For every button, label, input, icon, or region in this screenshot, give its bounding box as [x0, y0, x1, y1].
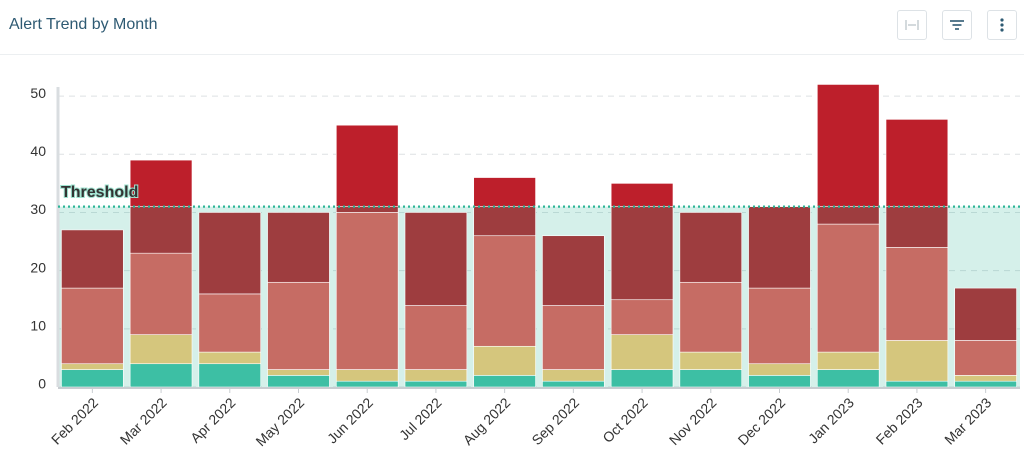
y-tick-label: 40 — [30, 143, 46, 159]
bar-segment — [610, 369, 674, 388]
bar-segment — [267, 375, 330, 388]
y-tick-label: 10 — [30, 318, 46, 334]
bar-segment — [129, 252, 193, 335]
bar-segment — [404, 369, 468, 382]
bar-segment — [954, 380, 1017, 388]
bar-segment — [816, 84, 880, 207]
bar-segment — [816, 351, 880, 370]
bar-segment — [473, 177, 536, 207]
bar-segment — [748, 287, 811, 365]
bar-segment — [473, 345, 536, 376]
bar-segment — [542, 305, 605, 370]
bar-segment — [885, 206, 949, 248]
bar-segment — [61, 229, 124, 289]
x-tick-label: Feb 2022 — [48, 394, 101, 447]
bar-segment — [129, 159, 193, 207]
bar-segment — [404, 305, 468, 370]
bar-segment — [61, 363, 124, 370]
x-tick-label: Jul 2022 — [396, 394, 445, 443]
y-tick-label: 0 — [38, 376, 46, 392]
bar-segment — [679, 281, 743, 353]
x-tick-label: Mar 2023 — [941, 394, 994, 447]
x-tick-label: May 2022 — [252, 394, 307, 449]
bar-segment — [473, 375, 536, 388]
bar-segment — [816, 206, 880, 225]
x-tick-label: Jan 2023 — [805, 394, 857, 446]
bar-segment — [198, 212, 262, 295]
bar-segment — [335, 380, 399, 388]
filter-icon — [950, 20, 964, 30]
fit-icon — [905, 20, 919, 30]
bar-segment — [816, 369, 880, 388]
bar-segment — [748, 375, 811, 388]
x-tick-label: Aug 2022 — [460, 394, 514, 448]
bar-segment — [335, 124, 399, 207]
bar-segment — [610, 334, 674, 370]
menu-icon — [1000, 18, 1004, 32]
bar-segment — [748, 206, 811, 289]
bar-segment — [129, 206, 193, 254]
bar-segment — [267, 369, 330, 376]
bar-segment — [748, 363, 811, 376]
x-tick-label: Feb 2023 — [873, 394, 926, 447]
bar-segment — [61, 369, 124, 388]
bar-segment — [679, 351, 743, 370]
bar-segment — [610, 206, 674, 301]
bar-segment — [542, 380, 605, 388]
bar-segment — [129, 334, 193, 365]
bar-segment — [816, 223, 880, 353]
filter-button[interactable] — [942, 10, 972, 40]
bar-segment — [610, 183, 674, 207]
header: Alert Trend by Month — [0, 0, 1024, 55]
bar-segment — [129, 363, 193, 388]
y-tick-label: 20 — [30, 259, 46, 275]
bar-segment — [473, 235, 536, 347]
bar-segment — [404, 212, 468, 306]
bar-segment — [679, 212, 743, 283]
bar-segment — [198, 293, 262, 353]
bar-segment — [198, 351, 262, 365]
bar-segment — [198, 363, 262, 388]
bar-segment — [473, 206, 536, 237]
bar-segment — [885, 340, 949, 382]
bar-segment — [542, 235, 605, 306]
bar-segment — [679, 369, 743, 388]
bar-segment — [885, 247, 949, 341]
bar-segment — [610, 299, 674, 335]
x-tick-label: Nov 2022 — [666, 394, 720, 448]
x-tick-label: Sep 2022 — [528, 394, 582, 448]
bar-segment — [335, 212, 399, 370]
bar-segment — [885, 380, 949, 388]
bar-segment — [954, 287, 1017, 341]
x-tick-label: Jun 2022 — [324, 394, 376, 446]
bar-segment — [61, 287, 124, 365]
y-tick-label: 30 — [30, 201, 46, 217]
bar-segment — [954, 375, 1017, 382]
bar-segment — [267, 281, 330, 370]
bar-segment — [267, 212, 330, 283]
fit-button[interactable] — [897, 10, 927, 40]
bar-segment — [885, 119, 949, 207]
bar-segment — [335, 369, 399, 382]
x-tick-label: Mar 2022 — [117, 394, 170, 447]
y-tick-label: 50 — [30, 85, 46, 101]
bar-segment — [542, 369, 605, 382]
x-tick-label: Oct 2022 — [599, 394, 651, 446]
card-title: Alert Trend by Month — [9, 16, 158, 33]
x-tick-label: Dec 2022 — [735, 394, 789, 448]
menu-button[interactable] — [987, 10, 1017, 40]
bar-segment — [404, 380, 468, 388]
x-tick-label: Apr 2022 — [187, 394, 239, 446]
threshold-label: Threshold — [61, 184, 138, 201]
bar-segment — [954, 340, 1017, 376]
